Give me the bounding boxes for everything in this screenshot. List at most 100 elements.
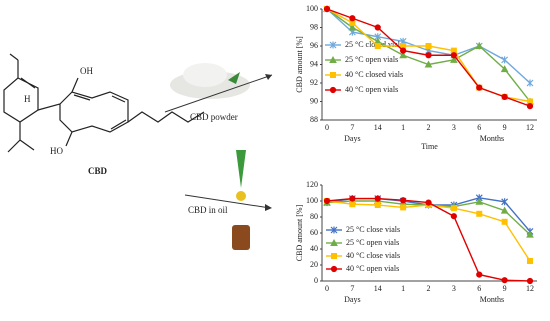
legend-marker xyxy=(330,72,336,78)
y-tick-label: 100 xyxy=(306,196,318,205)
y-tick-label: 60 xyxy=(310,228,318,237)
leaf-icon xyxy=(236,150,246,188)
arrow-head xyxy=(265,204,272,211)
data-point xyxy=(475,41,484,49)
legend-label: 40 °C open vials xyxy=(346,264,399,273)
data-point xyxy=(374,24,381,31)
data-point xyxy=(450,52,457,59)
y-tick-label: 40 xyxy=(310,244,318,253)
x-tick-label: 1 xyxy=(401,123,405,132)
y-tick-label: 80 xyxy=(310,212,318,221)
compound-label: CBD xyxy=(88,166,108,176)
x-tick-label: 1 xyxy=(401,284,405,293)
x-tick-label: 2 xyxy=(427,284,431,293)
data-point xyxy=(425,52,432,59)
data-point xyxy=(323,5,331,13)
leaf-icon xyxy=(228,72,240,84)
data-point xyxy=(450,205,457,212)
data-point xyxy=(500,65,509,73)
data-point xyxy=(476,84,483,91)
data-point xyxy=(526,277,534,285)
x-tick-label: 12 xyxy=(526,123,534,132)
data-point xyxy=(425,43,432,49)
data-point xyxy=(323,197,331,205)
arrow xyxy=(184,194,271,209)
data-point xyxy=(400,197,407,204)
legend-label: 40 °C closed vials xyxy=(345,70,403,79)
x-tick-label: 14 xyxy=(374,284,382,293)
oil-bottle xyxy=(232,225,250,250)
x-group-label: Months xyxy=(480,134,504,143)
data-point xyxy=(476,210,483,217)
x-tick-label: 6 xyxy=(477,284,481,293)
data-point xyxy=(349,15,356,22)
legend-marker xyxy=(330,226,338,234)
x-tick-label: 3 xyxy=(452,284,456,293)
x-tick-label: 0 xyxy=(325,284,329,293)
data-point xyxy=(527,258,533,264)
legend-marker xyxy=(329,55,337,63)
molecule xyxy=(3,53,205,153)
oil-label: CBD in oil xyxy=(188,205,228,215)
data-point xyxy=(501,198,509,206)
data-point xyxy=(349,195,356,202)
legend-marker xyxy=(329,86,337,94)
powder-label: CBD powder xyxy=(190,112,238,122)
x-tick-label: 7 xyxy=(350,284,354,293)
arrow xyxy=(164,74,273,113)
legend-label: 40 °C close vials xyxy=(346,251,400,260)
ho-label: HO xyxy=(50,146,63,156)
data-point xyxy=(400,47,407,54)
data-point xyxy=(399,51,407,59)
data-point xyxy=(476,271,483,278)
x-tick-label: 7 xyxy=(350,123,354,132)
powder-image xyxy=(183,63,227,87)
data-point xyxy=(501,56,509,64)
data-point xyxy=(526,230,534,238)
x-tick-label: 14 xyxy=(374,123,382,132)
y-tick-label: 98 xyxy=(310,22,318,31)
data-point xyxy=(374,195,381,202)
data-point xyxy=(500,206,509,214)
y-tick-label: 20 xyxy=(310,260,318,269)
y-tick-label: 92 xyxy=(310,78,318,87)
legend-marker xyxy=(331,253,337,259)
data-point xyxy=(450,55,458,63)
x-tick-label: 12 xyxy=(526,284,534,293)
x-tick-label: 3 xyxy=(452,123,456,132)
x-tick-label: 9 xyxy=(503,284,507,293)
legend-label: 40 °C open vials xyxy=(345,85,398,94)
data-point xyxy=(424,60,433,68)
y-tick-label: 0 xyxy=(314,276,318,285)
legend-label: 25 °C close vials xyxy=(346,225,400,234)
x-group-label: Days xyxy=(344,295,360,304)
data-point xyxy=(475,197,484,205)
data-point xyxy=(501,218,508,225)
oil-drop xyxy=(236,191,246,201)
data-point xyxy=(374,202,381,208)
data-point xyxy=(501,93,508,100)
data-point xyxy=(349,201,356,208)
y-tick-label: 100 xyxy=(306,4,318,13)
x-tick-label: 0 xyxy=(325,123,329,132)
x-group-label: Days xyxy=(344,134,360,143)
y-tick-label: 120 xyxy=(306,180,318,189)
data-point xyxy=(526,103,534,110)
legend-marker xyxy=(330,238,338,246)
legend-marker xyxy=(329,41,337,49)
data-point xyxy=(425,199,432,206)
data-point xyxy=(374,43,381,49)
data-point xyxy=(501,277,508,284)
y-tick-label: 94 xyxy=(310,59,318,68)
legend-label: 25 °C open vials xyxy=(345,55,398,64)
y-axis-label: CBD amount [%] xyxy=(295,204,304,261)
y-tick-label: 90 xyxy=(310,96,318,105)
arrow-head xyxy=(265,74,272,80)
x-axis-label: Time xyxy=(421,142,438,151)
oh-label: OH xyxy=(80,66,93,76)
legend-marker xyxy=(330,265,338,273)
h-label: H xyxy=(24,94,31,104)
y-tick-label: 88 xyxy=(310,115,318,124)
x-group-label: Months xyxy=(480,295,504,304)
